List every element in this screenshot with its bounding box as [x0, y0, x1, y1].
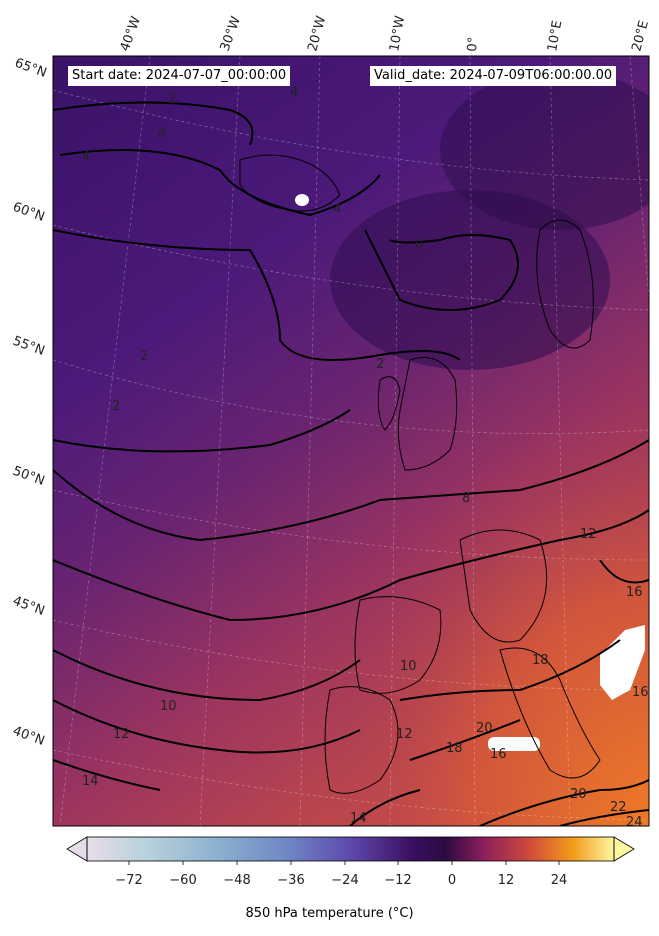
contour-label: 2: [168, 92, 176, 107]
contour-label: 4: [290, 85, 298, 100]
lon-labels: 40°W 30°W 20°W 10°W 0° 10°E 20°E: [118, 14, 652, 53]
colorbar-tick-label: 24: [551, 873, 568, 888]
contour-label: 20: [570, 787, 587, 802]
colorbar-min-extend: [66, 836, 88, 862]
lat-label: 65°N: [13, 56, 49, 81]
lon-label: 10°W: [387, 15, 408, 53]
contour-label: 12: [580, 527, 597, 542]
lon-label: 40°W: [118, 14, 144, 53]
nodata-sardinia: [488, 737, 540, 751]
colorbar-label: 850 hPa temperature (°C): [245, 906, 414, 921]
nodata-alps: [600, 625, 645, 700]
contour-label: 20: [476, 721, 493, 736]
contour-label: 2: [376, 357, 384, 372]
colorbar-tick-label: −72: [115, 873, 142, 888]
colorbar-tick-label: −48: [223, 873, 250, 888]
lon-label: 0°: [465, 36, 481, 52]
contour-label: 8: [462, 491, 470, 506]
contour-label: 2: [140, 349, 148, 364]
nodata-iceland: [295, 194, 309, 206]
contour-label: 4: [158, 127, 166, 142]
colorbar-max-extend: [613, 836, 635, 862]
colorbar-body: [87, 837, 614, 861]
contour-label: 14: [350, 811, 367, 826]
valid-date-label: Valid_date: 2024-07-09T06:00:00.00: [370, 66, 617, 86]
contour-label: 16: [490, 747, 507, 762]
colorbar-tick-label: −12: [384, 873, 411, 888]
map-frame: [52, 55, 650, 827]
contour-label: 12: [113, 727, 130, 742]
lon-label: 20°W: [305, 14, 329, 53]
contour-label: 4: [82, 149, 90, 164]
colorbar-tick-label: −24: [331, 873, 358, 888]
colorbar-tick-label: 0: [448, 873, 456, 888]
colorbar-tick-labels: −72 −60 −48 −36 −24 −12 0 12 24: [115, 873, 567, 888]
colorbar-ticks: [128, 861, 560, 865]
contour-label: 4: [333, 202, 341, 217]
contour-label: 18: [446, 741, 463, 756]
contour-label: 12: [396, 727, 413, 742]
colorbar-tick-label: −36: [277, 873, 304, 888]
lon-label: 20°E: [629, 19, 652, 53]
isotherms: [53, 101, 649, 826]
contour-label: 24: [626, 815, 643, 830]
start-date-label: Start date: 2024-07-07_00:00:00: [68, 66, 291, 86]
contour-label: 18: [532, 653, 549, 668]
contour-label: 10: [400, 659, 417, 674]
contour-labels: 2 4 4 4 4 0 2 2 2 8 12 16 18 10 10 12 14…: [82, 85, 649, 830]
contour-label: 2: [112, 399, 120, 414]
lat-label: 40°N: [11, 724, 47, 749]
lat-labels: 65°N 60°N 55°N 50°N 45°N 40°N: [11, 56, 49, 749]
temperature-field: 2 4 4 4 4 0 2 2 2 8 12 16 18 10 10 12 14…: [53, 56, 649, 830]
lon-label: 10°E: [545, 19, 565, 52]
lat-label: 55°N: [11, 334, 47, 359]
colorbar: −72 −60 −48 −36 −24 −12 0 12 24: [66, 836, 635, 888]
contour-label: 0: [415, 238, 423, 253]
lat-label: 45°N: [11, 594, 47, 619]
lat-label: 50°N: [11, 464, 47, 489]
contour-label: 16: [632, 685, 649, 700]
contour-label: 16: [626, 585, 643, 600]
colorbar-tick-label: −60: [169, 873, 196, 888]
contour-label: 22: [610, 800, 627, 815]
colorbar-tick-label: 12: [498, 873, 515, 888]
contour-label: 14: [82, 774, 99, 789]
lon-label: 30°W: [218, 14, 244, 53]
lat-label: 60°N: [11, 200, 47, 225]
contour-label: 10: [160, 699, 177, 714]
